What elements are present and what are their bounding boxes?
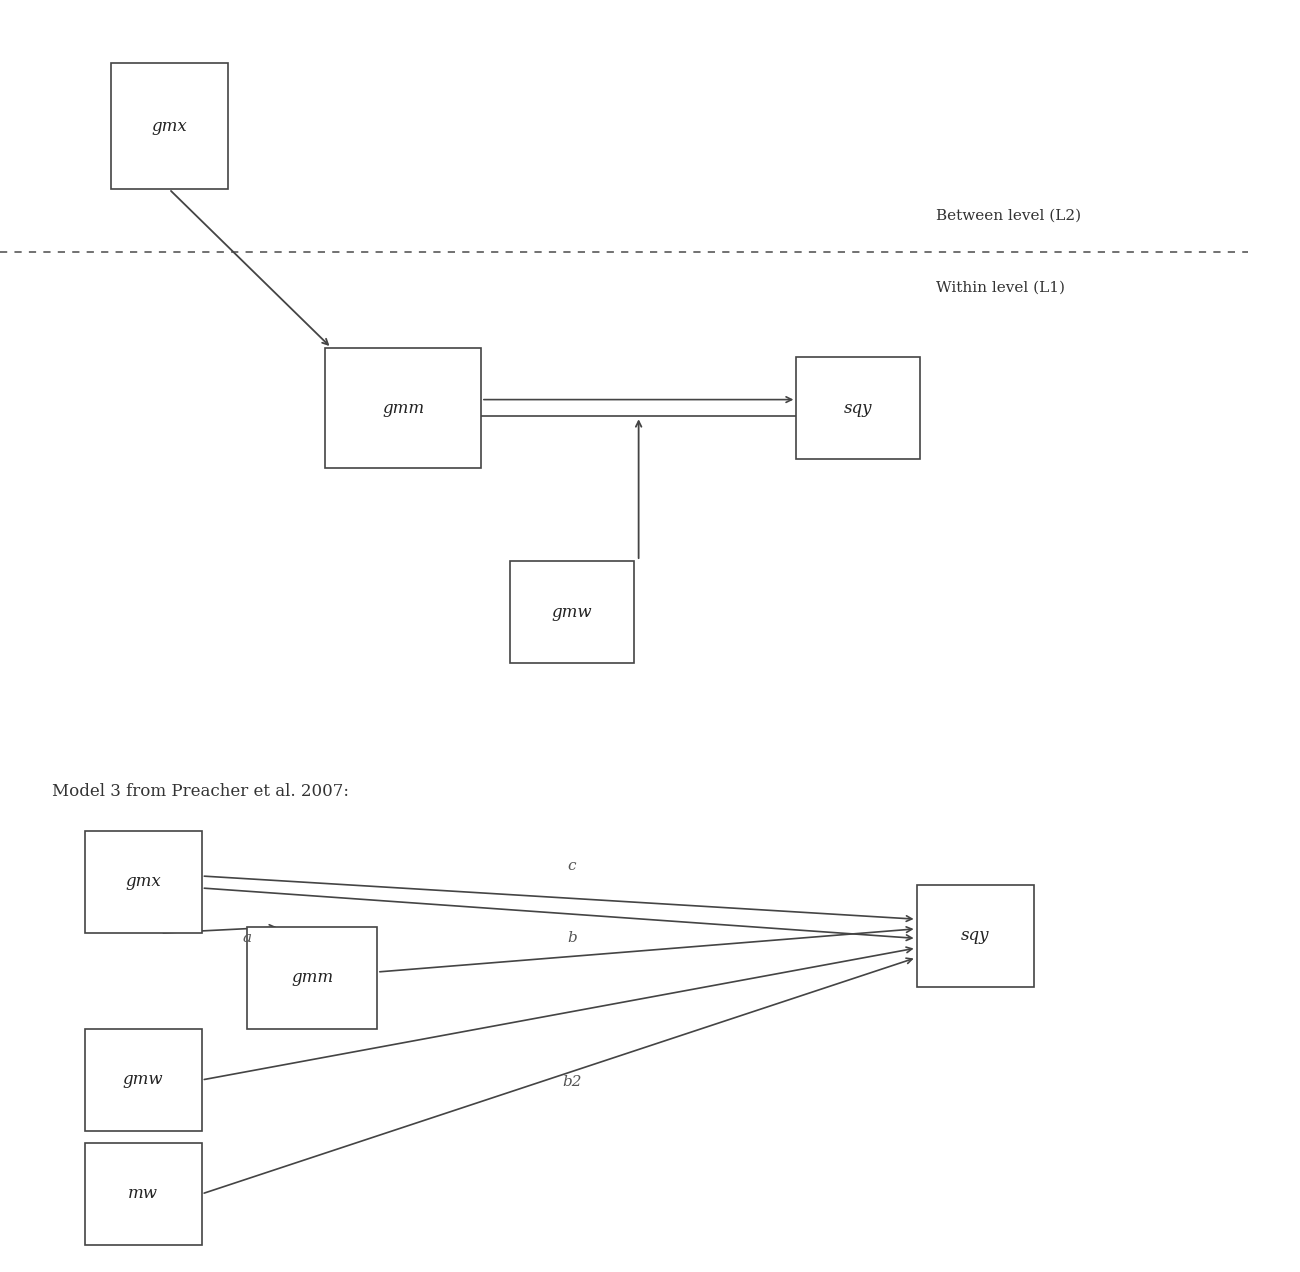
Text: a: a [242, 931, 252, 945]
Text: gmm: gmm [291, 969, 333, 987]
Text: b2: b2 [562, 1075, 582, 1089]
Bar [247, 927, 377, 1029]
Bar [510, 561, 634, 663]
Text: gmw: gmw [122, 1071, 164, 1089]
Bar [84, 1144, 202, 1245]
Text: sqy: sqy [844, 399, 872, 416]
Bar [916, 885, 1034, 987]
Text: c: c [568, 860, 576, 874]
Bar [111, 64, 228, 190]
Text: gmx: gmx [151, 117, 187, 135]
Bar [325, 349, 481, 468]
Text: Between level (L2): Between level (L2) [936, 209, 1082, 223]
Bar [796, 357, 920, 459]
Text: gmx: gmx [125, 874, 161, 890]
Text: Within level (L1): Within level (L1) [936, 281, 1065, 295]
Text: gmw: gmw [551, 603, 593, 621]
Text: sqy: sqy [961, 927, 989, 945]
Text: b: b [567, 931, 577, 945]
Text: Model 3 from Preacher et al. 2007:: Model 3 from Preacher et al. 2007: [52, 784, 348, 800]
Text: gmm: gmm [382, 399, 424, 416]
Text: mw: mw [127, 1186, 159, 1202]
Bar [84, 831, 202, 932]
Bar [84, 1029, 202, 1131]
